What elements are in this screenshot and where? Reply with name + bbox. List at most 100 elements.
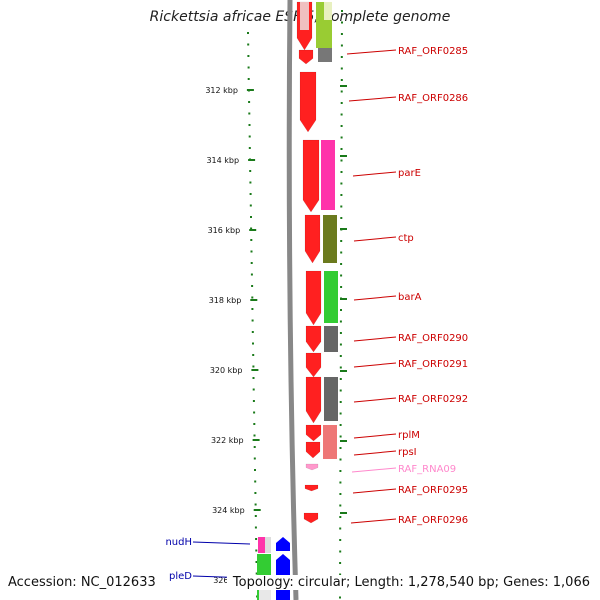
right-scale-tick: [340, 228, 347, 230]
gene-label-nudH: nudH: [165, 537, 192, 548]
right-track-dot: [339, 378, 342, 380]
gene-leader-line: [353, 450, 397, 456]
left-track-dot: [253, 457, 256, 460]
right-track-dot: [340, 148, 343, 150]
gene-block: [324, 2, 332, 20]
right-track-dot: [339, 504, 342, 507]
right-track-dot: [339, 527, 342, 530]
gene-leader-line: [346, 49, 397, 55]
left-track-dot: [252, 342, 254, 345]
gene-leader-line: [353, 336, 397, 342]
left-track-dot: [254, 515, 257, 517]
gene-block: [318, 48, 332, 62]
left-track-dot: [252, 388, 255, 391]
gene-label-RAF_ORF0286: RAF_ORF0286: [398, 93, 468, 104]
genome-summary: Topology: circular; Length: 1,278,540 bp…: [226, 575, 590, 590]
right-track-dot: [339, 389, 342, 392]
left-track-dot: [253, 423, 256, 425]
right-track-dot: [340, 33, 343, 35]
scale-tick: [251, 369, 259, 371]
left-track-dot: [255, 572, 258, 575]
right-track-dot: [340, 102, 343, 104]
left-track-dot: [248, 112, 251, 115]
scale-tick: [252, 439, 260, 441]
left-track-dot: [249, 204, 252, 207]
gene-block: [298, 49, 314, 65]
gene-block: [305, 441, 321, 459]
right-track-dot: [340, 56, 343, 58]
footer: Accession: NC_012633 Topology: circular;…: [0, 573, 600, 593]
gene-leader-line: [353, 295, 397, 301]
right-track-dot: [339, 447, 342, 449]
left-track-dot: [250, 273, 253, 276]
gene-block: [305, 325, 322, 353]
gene-block: [300, 2, 309, 30]
gene-block: [305, 376, 322, 424]
scale-tick: [248, 159, 256, 161]
left-track-dot: [248, 124, 251, 126]
right-scale-tick: [340, 298, 347, 300]
left-track-dot: [252, 400, 255, 402]
left-track-dot: [252, 365, 255, 368]
left-track-dot: [248, 101, 251, 103]
gene-label-ctp: ctp: [398, 233, 414, 244]
gene-block: [305, 463, 319, 471]
gene-block: [259, 590, 271, 600]
gene-label-RAF_ORF0296: RAF_ORF0296: [398, 515, 468, 526]
left-track-dot: [254, 526, 257, 529]
gene-label-RAF_RNA09: RAF_RNA09: [398, 464, 456, 475]
left-track-dot: [250, 262, 253, 264]
gene-leader-line: [352, 171, 397, 177]
right-track-dot: [339, 435, 342, 438]
left-track-dot: [252, 354, 255, 356]
left-track-dot: [251, 331, 254, 333]
gene-label-RAF_ORF0291: RAF_ORF0291: [398, 359, 468, 370]
right-scale-tick: [340, 512, 347, 514]
gene-leader-line: [350, 518, 397, 524]
right-track-dot: [340, 79, 343, 81]
gene-label-RAF_ORF0292: RAF_ORF0292: [398, 394, 468, 405]
right-scale-tick: [340, 155, 347, 157]
left-track-dot: [254, 492, 257, 494]
gene-leader-line: [353, 362, 397, 368]
gene-block: [323, 425, 337, 459]
right-track-dot: [339, 539, 342, 541]
right-track-dot: [340, 194, 343, 196]
right-track-dot: [340, 67, 343, 70]
left-track-dot: [254, 469, 256, 471]
gene-block: [323, 215, 337, 263]
gene-block: [265, 537, 271, 553]
left-track-dot: [247, 78, 250, 80]
left-track-dot: [253, 434, 256, 437]
right-track-dot: [340, 274, 343, 277]
gene-leader-line: [353, 236, 397, 242]
scale-label: 320 kbp: [210, 366, 243, 375]
gene-label-RAF_ORF0285: RAF_ORF0285: [398, 46, 468, 57]
gene-block: [276, 537, 290, 551]
gene-label-RAF_ORF0295: RAF_ORF0295: [398, 485, 468, 496]
left-track-dot: [250, 239, 253, 241]
gene-label-parE: parE: [398, 168, 421, 179]
left-track-dot: [248, 135, 251, 138]
gene-block: [324, 326, 338, 352]
scale-tick: [253, 509, 261, 511]
gene-label-pleD: pleD: [169, 571, 192, 582]
gene-label-barA: barA: [398, 292, 422, 303]
right-scale-tick: [340, 370, 347, 372]
right-track-dot: [339, 458, 342, 461]
genome-backbone: [286, 0, 299, 600]
scale-tick: [249, 229, 257, 231]
right-track-dot: [341, 21, 343, 24]
left-track-dot: [250, 250, 253, 253]
right-track-dot: [340, 309, 342, 311]
left-track-dot: [251, 296, 254, 299]
gene-leader-line: [352, 488, 397, 494]
scale-label: 316 kbp: [208, 226, 241, 235]
gene-block: [299, 71, 317, 133]
left-track-dot: [247, 66, 250, 69]
right-track-dot: [339, 401, 342, 403]
right-track-dot: [339, 332, 342, 334]
left-track-dot: [249, 170, 252, 172]
right-track-dot: [340, 136, 343, 139]
right-track-dot: [340, 217, 343, 219]
